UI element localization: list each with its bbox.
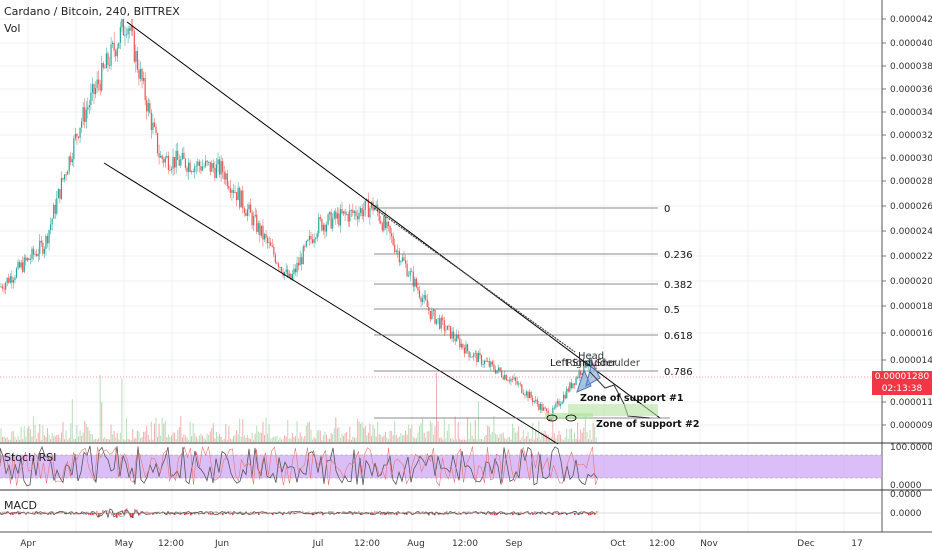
stoch-rsi-d-line: [0, 446, 599, 487]
fibonacci-retracement[interactable]: 0 0.236 0.382 0.5 0.618 0.786: [374, 204, 693, 419]
channel-lower-line[interactable]: [103, 162, 559, 445]
rsi-tick-100: 100.0000: [890, 443, 932, 453]
time-tick-label: 12:00: [354, 539, 380, 549]
time-axis[interactable]: Apr May 12:00 Jun Jul 12:00 Aug 12:00 Sep Oct 12:0…: [20, 539, 863, 549]
price-tick-label: 0.00004000: [890, 39, 932, 49]
volume-label[interactable]: Vol: [4, 22, 21, 35]
price-tick-label: 0.00004200: [890, 15, 932, 25]
price-tick-label: 0.00002200: [890, 252, 932, 262]
volume-bars: [0, 372, 597, 442]
annotation-left-shoulder: Left Shoulder: [550, 358, 617, 369]
trend-dotted-line[interactable]: [373, 207, 576, 353]
time-tick-label: Nov: [700, 539, 718, 549]
price-tick-label: 0.00002400: [890, 227, 932, 237]
last-price-badge: 0.00001280: [872, 371, 932, 383]
channel-upper-line[interactable]: [126, 21, 661, 419]
annotation-right-shoulder: Right Shoulder: [566, 358, 641, 369]
descending-channel[interactable]: [103, 21, 661, 445]
support-circle-1[interactable]: [546, 414, 558, 422]
price-tick-label: 0.00002800: [890, 177, 932, 187]
price-tick-label: 0.00003400: [890, 108, 932, 118]
annotation-support-2: Zone of support #2: [596, 419, 700, 430]
price-tick-label: 0.00003200: [890, 131, 932, 141]
time-tick-label: 12:00: [158, 539, 184, 549]
time-tick-label: Sep: [506, 539, 523, 549]
price-tick-label: 0.00000940: [890, 421, 932, 431]
stoch-rsi-title[interactable]: Stoch RSI: [4, 451, 57, 464]
price-axis[interactable]: 0.00004200 0.00004000 0.00003800 0.00003600…: [882, 15, 932, 431]
price-candles[interactable]: [0, 19, 597, 422]
price-tick-label: 0.00003000: [890, 154, 932, 164]
symbol-title[interactable]: Cardano / Bitcoin, 240, BITTREX: [4, 5, 180, 18]
annotation-support-1: Zone of support #1: [580, 393, 684, 404]
countdown-badge: 02:13:38: [872, 383, 932, 395]
annotation-head: Head: [578, 351, 604, 362]
fib-level-label: 0.382: [664, 280, 693, 291]
price-tick-label: 0.00003600: [890, 85, 932, 95]
fib-level-label: 0.786: [664, 367, 693, 378]
grid-lines: [0, 0, 882, 532]
time-tick-label: Aug: [407, 539, 425, 549]
macd-signal-line: [0, 509, 597, 517]
macd-title[interactable]: MACD: [4, 499, 37, 512]
price-tick-label: 0.00001800: [890, 302, 932, 312]
fib-level-label: 0.618: [664, 331, 693, 342]
price-tick-label: 0.00001400: [890, 356, 932, 366]
fib-level-label: 0.5: [664, 305, 680, 316]
price-tick-label: 0.00002600: [890, 202, 932, 212]
head-shape[interactable]: [585, 360, 601, 388]
fib-level-label: 0: [664, 204, 670, 215]
stoch-rsi-panel[interactable]: [0, 445, 882, 487]
forecast-path[interactable]: [589, 371, 651, 419]
price-tick-label: 0.00002000: [890, 277, 932, 287]
macd-panel[interactable]: [0, 508, 882, 519]
time-tick-label: 17: [851, 539, 862, 549]
time-tick-label: 12:00: [649, 539, 675, 549]
price-tick-label: 0.00001100: [890, 398, 932, 408]
macd-tick-mid: 0.0000: [890, 509, 922, 519]
stoch-rsi-k-line: [0, 445, 598, 487]
time-tick-label: May: [115, 539, 134, 549]
time-tick-label: Oct: [610, 539, 626, 549]
time-tick-label: Jul: [312, 539, 324, 549]
fib-level-label: 0.236: [664, 250, 693, 261]
price-tick-label: 0.00001600: [890, 329, 932, 339]
head-shoulders-pattern[interactable]: Head Left Shoulder Right Shoulder Zone o…: [545, 351, 700, 430]
time-tick-label: Dec: [797, 539, 814, 549]
stoch-rsi-band: [0, 455, 882, 478]
macd-tick-top: 0.0000: [890, 490, 922, 500]
price-tick-label: 0.00003800: [890, 62, 932, 72]
support-circle-2[interactable]: [565, 414, 577, 422]
support-zone-2-rect[interactable]: [545, 413, 593, 419]
rsi-tick-0: 0.0000: [890, 481, 922, 491]
time-tick-label: Apr: [20, 539, 36, 549]
time-tick-label: 12:00: [452, 539, 478, 549]
time-tick-label: Jun: [214, 539, 229, 549]
